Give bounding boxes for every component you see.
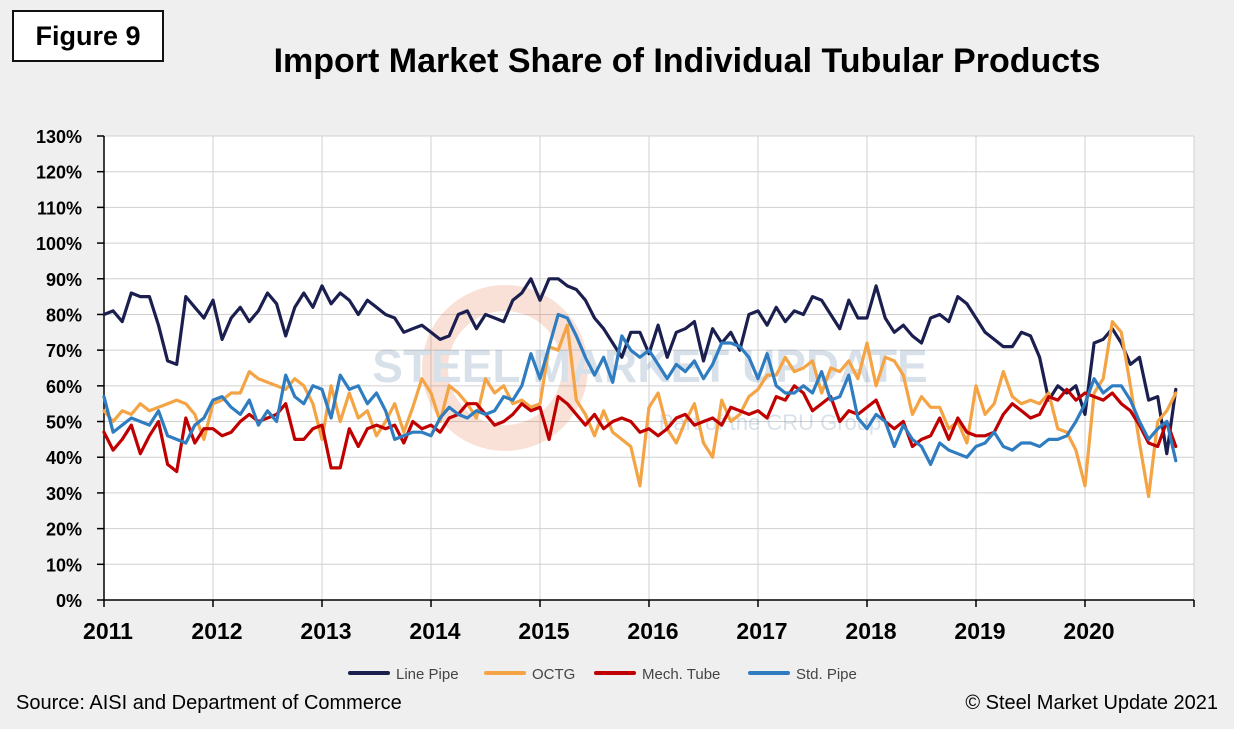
x-tick-label: 2018 bbox=[845, 618, 896, 644]
y-tick-label: 50% bbox=[46, 413, 82, 433]
x-tick-label: 2011 bbox=[83, 618, 133, 644]
x-tick-label: 2015 bbox=[518, 618, 569, 644]
copyright-note: © Steel Market Update 2021 bbox=[965, 692, 1218, 714]
source-note: Source: AISI and Department of Commerce bbox=[16, 692, 402, 714]
y-tick-label: 80% bbox=[46, 305, 82, 325]
chart-title: Import Market Share of Individual Tubula… bbox=[273, 42, 1101, 80]
y-tick-label: 100% bbox=[36, 234, 82, 254]
legend-label-line-pipe: Line Pipe bbox=[396, 666, 459, 683]
x-tick-label: 2013 bbox=[300, 618, 351, 644]
y-tick-label: 20% bbox=[46, 520, 82, 540]
figure-label: Figure 9 bbox=[12, 10, 164, 62]
series-line-std-pipe bbox=[102, 312, 1178, 466]
legend-label-std-pipe: Std. Pipe bbox=[796, 666, 857, 683]
legend-label-octg: OCTG bbox=[532, 666, 575, 683]
y-tick-label: 30% bbox=[46, 484, 82, 504]
x-tick-label: 2012 bbox=[191, 618, 242, 644]
x-tick-label: 2014 bbox=[409, 618, 460, 644]
x-tick-label: 2020 bbox=[1063, 618, 1114, 644]
y-tick-label: 40% bbox=[46, 448, 82, 468]
series-line-line-pipe bbox=[102, 277, 1178, 456]
y-tick-label: 130% bbox=[36, 127, 82, 147]
x-tick-label: 2016 bbox=[627, 618, 678, 644]
series-line-mech-tube bbox=[102, 384, 1178, 474]
y-tick-label: 10% bbox=[46, 555, 82, 575]
y-tick-label: 110% bbox=[37, 198, 82, 218]
x-tick-label: 2019 bbox=[954, 618, 1005, 644]
y-tick-label: 0% bbox=[56, 591, 82, 611]
y-tick-label: 60% bbox=[46, 377, 82, 397]
legend-label-mech-tube: Mech. Tube bbox=[642, 666, 720, 683]
y-tick-label: 70% bbox=[46, 341, 82, 361]
x-tick-label: 2017 bbox=[736, 618, 787, 644]
y-tick-label: 120% bbox=[36, 163, 82, 183]
y-tick-label: 90% bbox=[46, 270, 82, 290]
